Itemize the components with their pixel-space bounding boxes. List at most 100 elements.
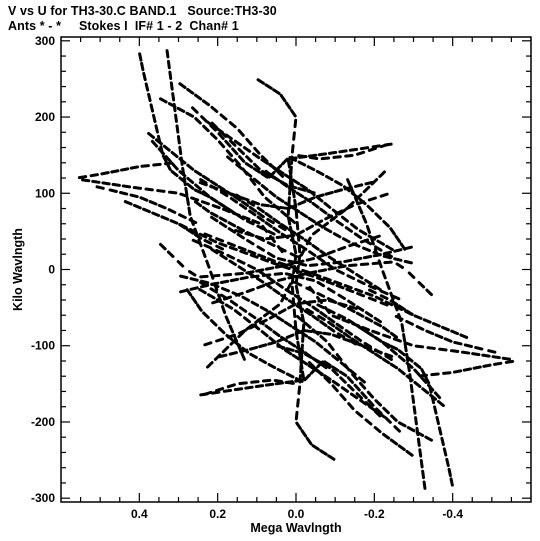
uv-point — [493, 361, 503, 366]
uv-point — [256, 215, 265, 223]
uv-point — [335, 353, 343, 362]
uv-point — [350, 222, 359, 230]
uv-point — [325, 280, 335, 286]
uv-point — [327, 454, 336, 461]
uv-point-conjugate — [292, 131, 296, 141]
uv-point — [430, 394, 436, 405]
uv-point-conjugate — [279, 93, 287, 103]
uv-point — [347, 306, 356, 314]
uv-point — [228, 245, 238, 252]
uv-point-conjugate — [293, 320, 298, 330]
uv-point-conjugate — [290, 109, 297, 118]
uv-point — [441, 325, 450, 332]
uv-point-conjugate — [245, 137, 253, 146]
uv-point-conjugate — [284, 272, 295, 277]
uv-point — [389, 227, 396, 236]
uv-point — [258, 318, 268, 325]
uv-point — [326, 308, 336, 315]
uv-point-conjugate — [255, 268, 265, 273]
uv-point-conjugate — [274, 381, 285, 386]
uv-point-conjugate — [164, 161, 174, 166]
uv-point-conjugate — [257, 187, 265, 197]
uv-point-conjugate — [159, 242, 167, 251]
uv-point-conjugate — [283, 348, 293, 356]
uv-point — [393, 257, 403, 262]
uv-point-conjugate — [219, 279, 230, 284]
uv-point — [308, 270, 318, 275]
uv-point-conjugate — [336, 332, 346, 339]
uv-point-conjugate — [160, 215, 170, 221]
uv-point — [222, 295, 233, 301]
uv-point-conjugate — [305, 307, 314, 315]
uv-point — [415, 430, 425, 437]
uv-point — [340, 215, 349, 223]
uv-point-conjugate — [389, 362, 399, 370]
uv-point — [374, 336, 383, 343]
uv-point-conjugate — [266, 241, 276, 247]
uv-point — [277, 257, 287, 262]
uv-point-conjugate — [343, 185, 353, 191]
uv-point-conjugate — [233, 228, 244, 234]
uv-point — [238, 203, 248, 210]
uv-point — [239, 249, 249, 255]
uv-point — [233, 139, 243, 147]
uv-point-conjugate — [346, 376, 354, 384]
uv-point-conjugate — [384, 300, 394, 307]
uv-point — [315, 368, 324, 377]
uv-point — [397, 421, 407, 428]
uv-track — [210, 121, 382, 418]
uv-point-conjugate — [264, 266, 275, 271]
uv-point — [229, 196, 239, 204]
uv-point — [384, 251, 393, 259]
uv-point-conjugate — [306, 189, 316, 195]
uv-point — [296, 301, 306, 306]
uv-point — [347, 318, 356, 326]
uv-point — [239, 348, 249, 354]
uv-point — [374, 399, 383, 407]
uv-point — [285, 380, 295, 385]
uv-point-conjugate — [356, 150, 366, 156]
uv-point-conjugate — [237, 245, 247, 252]
uv-point-conjugate — [201, 99, 211, 107]
uv-point — [331, 333, 341, 339]
uv-track — [203, 192, 389, 347]
uv-point-conjugate — [209, 287, 218, 294]
uv-track — [179, 215, 413, 324]
uv-point-conjugate — [419, 459, 424, 469]
uv-point — [276, 168, 285, 175]
uv-track — [81, 178, 511, 361]
uv-point — [297, 160, 307, 167]
uv-point — [317, 256, 326, 264]
uv-point-conjugate — [142, 207, 151, 214]
uv-point-conjugate — [322, 276, 332, 282]
uv-point-conjugate — [264, 282, 273, 290]
uv-point — [217, 132, 225, 140]
uv-point — [319, 249, 328, 257]
uv-point — [248, 205, 258, 213]
uv-point — [227, 227, 237, 234]
uv-point-conjugate — [288, 216, 297, 225]
uv-point — [147, 131, 156, 139]
uv-point-conjugate — [364, 311, 374, 318]
uv-point-conjugate — [384, 416, 392, 424]
uv-point-conjugate — [132, 203, 142, 210]
uv-point-conjugate — [275, 282, 284, 289]
uv-point — [504, 359, 515, 364]
uv-point — [433, 405, 438, 415]
uv-point-conjugate — [170, 170, 179, 178]
uv-point — [210, 215, 219, 223]
uv-point — [260, 184, 269, 192]
uv-track — [95, 185, 497, 354]
uv-point — [474, 346, 484, 351]
uv-point — [276, 196, 285, 203]
uv-point — [367, 288, 377, 295]
uv-point — [337, 313, 347, 320]
uv-point — [226, 155, 235, 163]
uv-point — [397, 355, 406, 363]
uv-point-conjugate — [284, 262, 295, 267]
uv-point-conjugate — [297, 187, 307, 192]
uv-point-conjugate — [140, 164, 150, 168]
uv-point-conjugate — [240, 196, 250, 202]
uv-point — [356, 279, 366, 286]
uv-point — [374, 245, 383, 252]
